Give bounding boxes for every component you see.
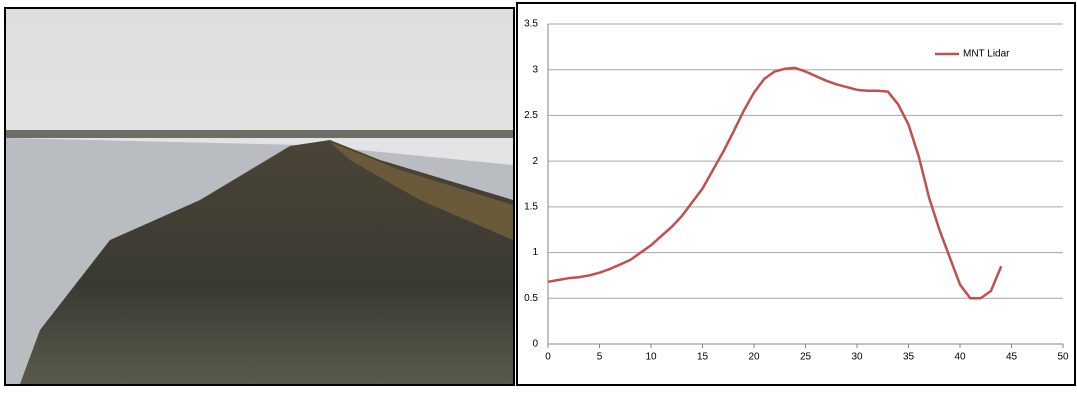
x-tick-label: 30 [851,352,863,363]
y-tick-label: 3.5 [524,19,538,30]
photo-horizon [6,130,513,138]
x-tick-label: 25 [800,352,812,363]
y-tick-label: 3 [532,64,538,75]
photo [5,8,514,385]
y-tick-label: 1 [532,247,538,258]
x-tick-label: 0 [545,352,551,363]
y-tick-label: 2 [532,156,538,167]
x-tick-label: 20 [748,352,760,363]
chart-border [517,3,1075,385]
page: {"chart_data": {"type": "line", "x": [0,… [0,0,1077,389]
y-tick-label: 0.5 [524,293,538,304]
y-tick-label: 0 [532,339,538,350]
y-tick-label: 1.5 [524,201,538,212]
legend-label: MNT Lidar [963,49,1010,60]
x-tick-label: 5 [597,352,603,363]
x-tick-label: 15 [697,352,709,363]
x-tick-label: 40 [954,352,966,363]
x-tick-label: 50 [1057,352,1069,363]
x-tick-label: 45 [1006,352,1018,363]
figure: 0 0.5 1 1.5 2 2.5 3 3.5 0 5 10 15 20 25 30 35 40 45 50 MNT … [0,0,1077,389]
x-tick-label: 10 [645,352,657,363]
y-tick-label: 2.5 [524,110,538,121]
x-tick-label: 35 [903,352,915,363]
